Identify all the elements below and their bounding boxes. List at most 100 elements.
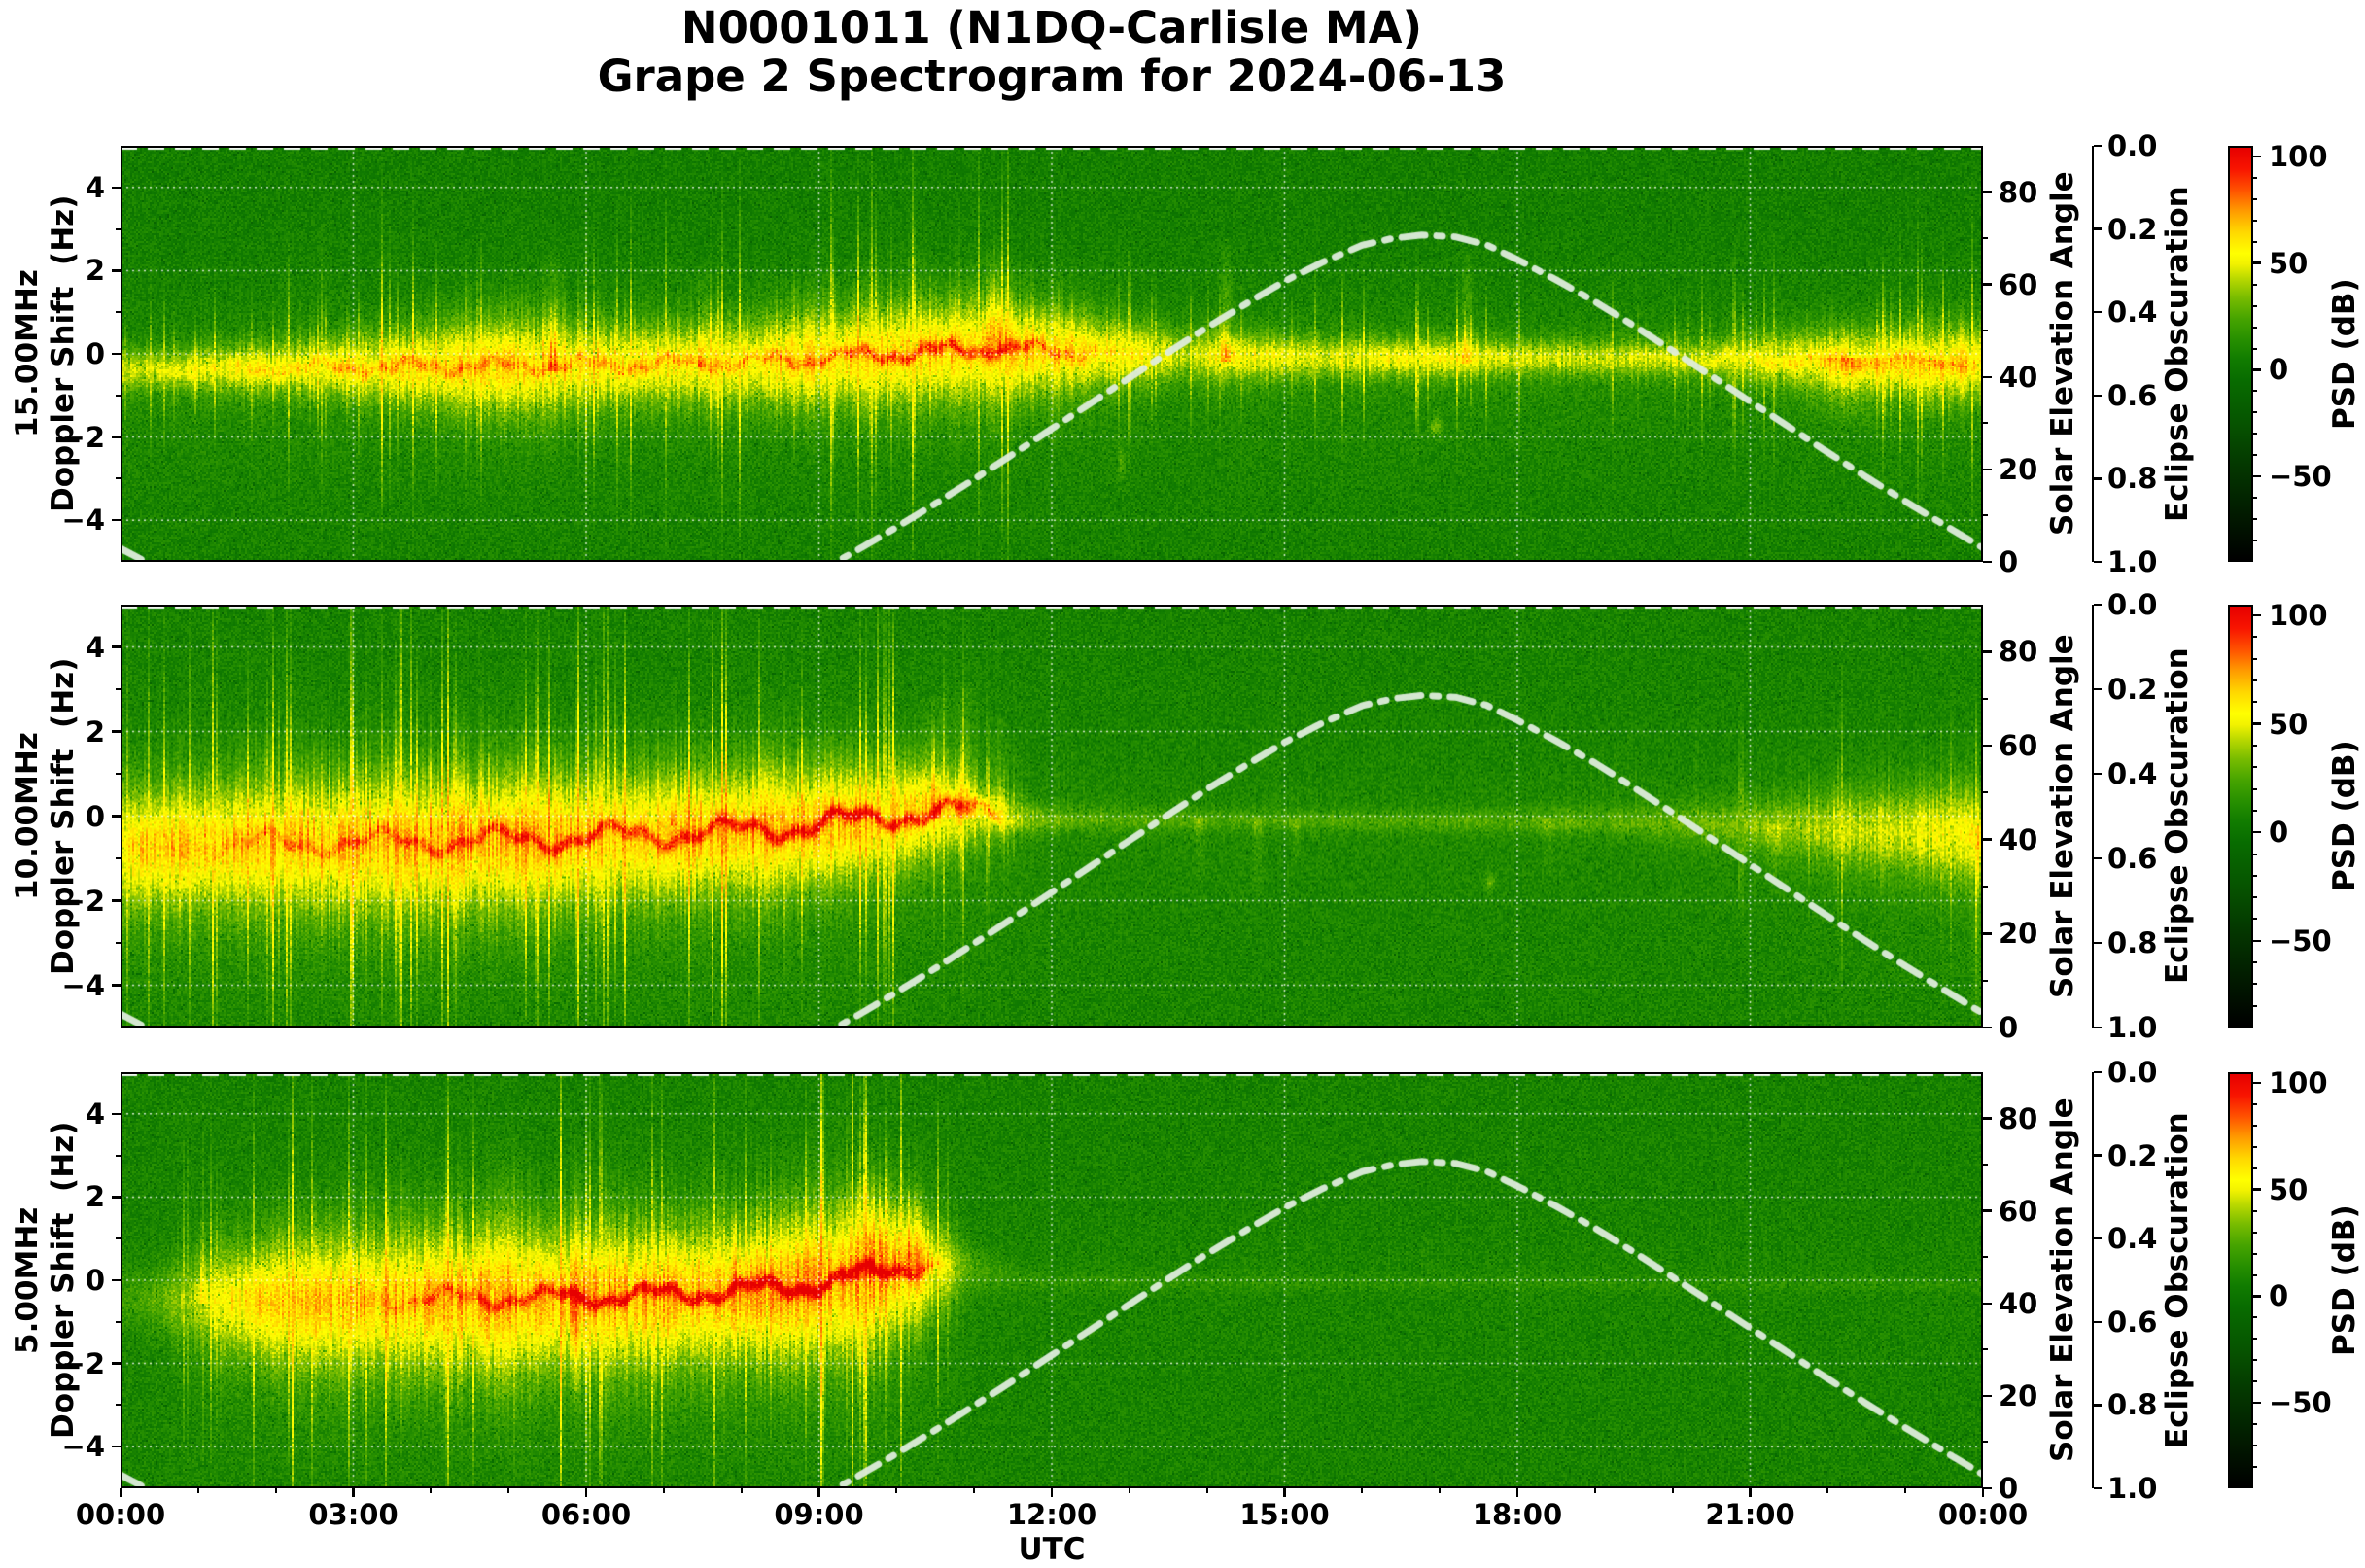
x-major-tick [1515,1488,1519,1497]
colorbar-tick-label: 50 [2269,246,2309,280]
eclipse-tick-label: 0.6 [2107,842,2158,875]
doppler-minor-tick [116,1320,121,1323]
x-axis-title: UTC [1018,1532,1086,1567]
doppler-tick [112,186,121,190]
colorbar-tick-label: 0 [2269,353,2289,387]
colorbar-minor-tick [2253,390,2257,393]
x-minor-tick [507,1488,510,1493]
x-minor-tick [1439,1488,1442,1493]
solar-minor-tick [1983,791,1988,794]
colorbar-tick [2253,613,2261,617]
colorbar-minor-tick [2253,701,2257,704]
colorbar-minor-tick [2253,961,2257,964]
solar-tick [1983,838,1992,841]
doppler-tick [112,1196,121,1199]
solar-minor-tick [1983,979,1988,982]
colorbar-minor-tick [2253,1423,2257,1426]
colorbar-tick [2253,1188,2261,1191]
doppler-minor-tick [116,1237,121,1240]
doppler-minor-tick [116,688,121,690]
eclipse-tick [2094,394,2102,398]
solar-axis-label: Solar Elevation Angle [2045,171,2080,537]
solar-tick-label: 20 [1999,1378,2038,1412]
doppler-tick-label: 4 [85,170,105,204]
solar-minor-tick [1983,330,1988,332]
doppler-minor-tick [116,942,121,944]
solar-tick-label: 20 [1999,917,2038,951]
eclipse-tick-label: 0.6 [2107,378,2158,412]
psd-colorbar [2228,146,2253,562]
colorbar-tick-label: 0 [2269,816,2289,850]
doppler-tick-label: 2 [85,254,105,288]
x-major-tick [1283,1488,1286,1497]
eclipse-tick [2094,1026,2102,1029]
eclipse-axis-label: Eclipse Obscuration [2160,647,2195,985]
solar-tick-label: 80 [1999,175,2038,209]
solar-minor-tick [1983,1256,1988,1259]
eclipse-tick [2094,856,2102,860]
doppler-tick [112,645,121,648]
colorbar-minor-tick [2253,497,2257,500]
solar-tick-label: 80 [1999,1101,2038,1135]
colorbar-minor-tick [2253,1445,2257,1447]
doppler-tick-label: −2 [61,420,105,454]
psd-colorbar [2228,605,2253,1028]
doppler-tick [112,984,121,987]
colorbar-minor-tick [2253,326,2257,329]
solar-tick [1983,283,1992,286]
colorbar-minor-tick [2253,1124,2257,1127]
eclipse-tick-label: 1.0 [2107,1011,2158,1044]
x-tick-label: 09:00 [774,1498,864,1531]
colorbar-minor-tick [2253,304,2257,307]
doppler-tick [112,1112,121,1116]
solar-tick-label: 40 [1999,1286,2038,1320]
colorbar-minor-tick [2253,1316,2257,1319]
solar-minor-tick [1983,1164,1988,1167]
doppler-tick [112,899,121,902]
solar-minor-tick [1983,237,1988,240]
eclipse-tick-label: 0.2 [2107,212,2158,246]
doppler-tick [112,730,121,733]
colorbar-minor-tick [2253,176,2257,179]
colorbar-minor-tick [2253,896,2257,899]
solar-minor-tick [1983,514,1988,517]
x-tick-label: 12:00 [1006,1498,1097,1531]
eclipse-tick [2094,227,2102,230]
solar-minor-tick [1983,886,1988,888]
panel-overlay-5.00MHz [121,1072,1983,1488]
colorbar-tick [2253,830,2261,834]
colorbar-tick [2253,474,2261,478]
colorbar-tick [2253,1295,2261,1298]
x-minor-tick [1205,1488,1208,1493]
doppler-tick-label: 2 [85,1180,105,1214]
psd-colorbar [2228,1072,2253,1488]
x-minor-tick [662,1488,665,1493]
colorbar-minor-tick [2253,454,2257,457]
eclipse-axis-label: Eclipse Obscuration [2160,1112,2195,1448]
colorbar-tick [2253,722,2261,725]
solar-axis-label: Solar Elevation Angle [2045,634,2080,998]
doppler-tick [112,1362,121,1365]
colorbar-minor-tick [2253,1209,2257,1212]
eclipse-tick [2094,772,2102,776]
x-tick-label: 00:00 [1937,1498,2029,1531]
colorbar-minor-tick [2253,197,2257,200]
x-tick-label: 06:00 [540,1498,632,1531]
colorbar-tick [2253,261,2261,264]
solar-tick-label: 40 [1999,360,2038,394]
colorbar-minor-tick [2253,636,2257,639]
solar-tick [1983,191,1992,193]
colorbar-label: PSD (dB) [2327,1204,2362,1356]
colorbar-minor-tick [2253,1273,2257,1276]
doppler-minor-tick [116,227,121,230]
eclipse-tick [2094,941,2102,945]
solar-tick-label: 60 [1999,267,2038,301]
solar-tick [1983,1486,1992,1490]
doppler-tick [112,436,121,438]
solar-tick-label: 60 [1999,729,2038,762]
solar-tick [1983,375,1992,379]
eclipse-tick-label: 0.0 [2107,588,2158,621]
solar-tick [1983,1026,1992,1029]
x-major-tick [352,1488,355,1497]
